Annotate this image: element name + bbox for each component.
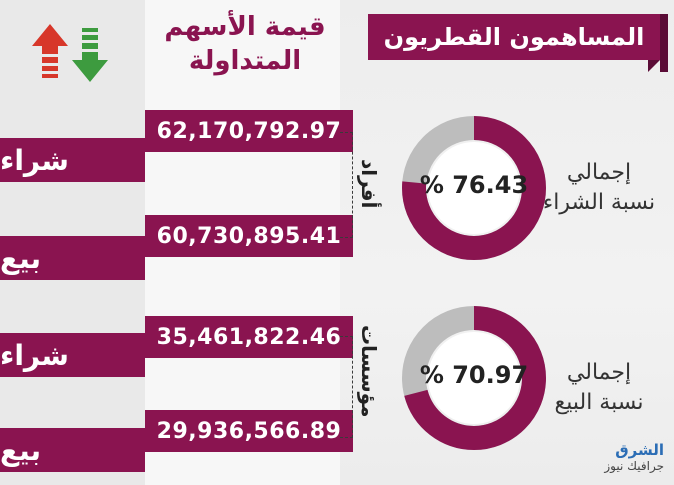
buy-sell-arrows-icon xyxy=(32,24,108,82)
sell-caption-line2: نسبة البيع xyxy=(554,390,644,415)
buy-donut-hole xyxy=(428,142,520,234)
header-fold xyxy=(648,60,660,72)
sell-donut-arc xyxy=(402,306,546,450)
sell-caption: إجمالي نسبة البيع xyxy=(540,358,658,418)
buy-donut-arc xyxy=(402,116,546,260)
up-arrow-icon xyxy=(32,24,68,78)
header-accent xyxy=(660,14,668,72)
buy-caption-line2: نسبة الشراء xyxy=(542,190,656,215)
header-title: المساهمون القطريون xyxy=(368,14,660,60)
row-1-label: شراء xyxy=(0,138,145,182)
buy-caption-line1: إجمالي xyxy=(566,160,632,185)
row-2-value: 60,730,895.41 xyxy=(145,215,353,257)
row-2-label: بيع xyxy=(0,236,145,280)
sell-caption-line1: إجمالي xyxy=(566,360,632,385)
row-4-label: بيع xyxy=(0,428,145,472)
individuals-bracket xyxy=(340,132,353,238)
sell-donut xyxy=(402,306,546,450)
institutions-bracket xyxy=(340,336,353,438)
sell-donut-hole xyxy=(428,332,520,424)
sell-donut-value: % 70.97 xyxy=(419,361,529,389)
individuals-label: أفراد xyxy=(357,159,381,209)
column-title-line1: قيمة الأسهم xyxy=(164,12,326,42)
buy-caption: إجمالي نسبة الشراء xyxy=(540,158,658,218)
row-3-label: شراء xyxy=(0,333,145,377)
column-title: قيمة الأسهم المتداولة xyxy=(150,10,340,78)
buy-donut xyxy=(402,116,546,260)
institutions-label: مؤسسات xyxy=(357,324,381,418)
row-1-value: 62,170,792.97 xyxy=(145,110,353,152)
column-title-line2: المتداولة xyxy=(188,46,302,76)
brand-logo: الشرق جرافيك نيوز xyxy=(592,442,664,474)
row-4-value: 29,936,566.89 xyxy=(145,410,353,452)
logo-line2: جرافيك نيوز xyxy=(604,459,664,473)
down-arrow-icon xyxy=(72,28,108,82)
logo-line1: الشرق xyxy=(615,441,664,459)
buy-donut-value: % 76.43 xyxy=(419,171,529,199)
row-3-value: 35,461,822.46 xyxy=(145,316,353,358)
